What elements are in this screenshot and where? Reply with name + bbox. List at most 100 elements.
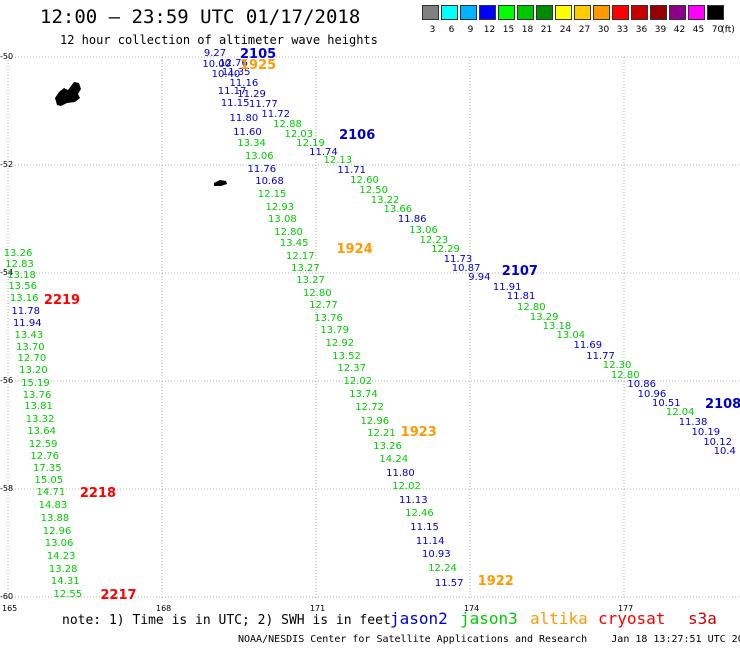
wave-height-value: 12.15 (257, 188, 287, 200)
lat-tick-label: -56 (0, 376, 14, 385)
wave-height-value: 11.38 (678, 417, 708, 429)
wave-height-value: 13.27 (296, 275, 325, 287)
credit-line: NOAA/NESDIS Center for Satellite Applica… (238, 634, 740, 645)
lat-tick-label: -54 (0, 268, 14, 277)
wave-height-value: 13.74 (349, 388, 378, 400)
wave-height-value: 10.19 (691, 426, 721, 438)
wave-height-value: 13.64 (27, 426, 56, 438)
wave-height-value: 12.93 (265, 202, 295, 214)
legend-swatch (536, 5, 553, 20)
wave-height-value: 13.06 (409, 224, 438, 236)
wave-height-value: 12.80 (274, 226, 303, 238)
wave-height-value: 17.35 (32, 463, 62, 475)
legend-value-label: 21 (540, 25, 553, 35)
wave-height-value: 12.76 (219, 58, 248, 70)
wave-height-value: 13.20 (19, 365, 48, 377)
legend-swatch (574, 5, 591, 20)
pass-time-label: 2106 (339, 128, 376, 144)
legend-swatch (688, 5, 705, 20)
satellite-name: s3a (688, 609, 717, 628)
wave-height-value: 13.08 (268, 214, 297, 226)
wave-height-value: 13.28 (48, 564, 78, 575)
wave-height-value: 13.18 (7, 269, 36, 281)
wave-height-value: 12.80 (610, 369, 640, 381)
legend-swatch (479, 5, 496, 20)
legend-unit: (ft) (721, 25, 735, 35)
legend-swatch (593, 5, 610, 20)
wave-height-value: 15.19 (21, 377, 50, 389)
wave-height-value: 11.69 (573, 339, 603, 351)
lat-tick-label: -52 (0, 160, 14, 169)
wave-height-value: 10.93 (422, 549, 451, 561)
pass-time-label: 2217 (100, 587, 137, 603)
pass-time-label: 1922 (477, 573, 514, 589)
lat-tick-label: -58 (0, 484, 14, 493)
lat-tick-label: -60 (0, 592, 14, 601)
wave-height-value: 10.87 (451, 263, 481, 275)
legend-swatch (650, 5, 667, 20)
wave-height-value: 10.51 (651, 397, 681, 409)
wave-height-value: 11.71 (337, 165, 366, 177)
wave-height-value: 12.37 (337, 363, 366, 375)
wave-height-value: 13.22 (370, 194, 400, 206)
wave-height-value: 11.76 (247, 164, 277, 176)
wave-height-value: 11.57 (434, 578, 464, 590)
wave-height-value: 11.80 (386, 467, 415, 479)
wave-height-value: 14.31 (50, 576, 80, 588)
pass-time-label: 2219 (43, 293, 81, 308)
wave-height-value: 13.88 (40, 512, 70, 524)
wave-height-value: 13.56 (8, 280, 37, 292)
wave-height-value: 13.76 (314, 312, 343, 324)
wave-height-value: 12.60 (350, 175, 379, 187)
wave-height-value: 11.17 (217, 86, 247, 98)
wave-height-value: 11.81 (506, 291, 536, 303)
wave-height-value: 11.78 (11, 305, 41, 317)
wave-height-value: 13.81 (24, 401, 53, 413)
wave-height-value: 12.24 (428, 562, 457, 574)
wave-height-value: 12.96 (42, 525, 72, 537)
wave-height-value: 13.29 (529, 311, 559, 323)
wave-height-value: 15.05 (34, 475, 64, 487)
wave-height-value: 12.02 (343, 376, 373, 388)
footnote: note: 1) Time is in UTC; 2) SWH is in fe… (62, 613, 391, 628)
wave-height-value: 12.50 (359, 184, 389, 196)
wave-height-value: 11.29 (237, 88, 266, 100)
wave-height-value: 10.96 (637, 388, 667, 400)
legend-swatch (555, 5, 572, 20)
island-shape (55, 82, 81, 106)
wave-height-value: 13.04 (556, 330, 586, 342)
satellite-name: jason2 (390, 609, 448, 628)
legend-value-label: 39 (654, 25, 667, 35)
wave-height-value: 12.80 (302, 287, 332, 299)
map-subtitle: 12 hour collection of altimeter wave hei… (60, 33, 378, 47)
wave-height-value: 12.04 (665, 407, 695, 419)
wave-height-value: 11.35 (221, 67, 251, 79)
legend-swatch (498, 5, 515, 20)
wave-height-value: 12.30 (602, 359, 632, 371)
wave-height-value: 9.27 (203, 48, 227, 60)
wave-height-value: 12.96 (360, 415, 390, 427)
wave-height-value: 13.06 (44, 538, 74, 550)
wave-height-value: 12.02 (392, 481, 421, 493)
legend-value-label: 42 (673, 25, 686, 35)
wave-height-value: 12.88 (273, 119, 302, 131)
wave-height-value: 11.91 (492, 281, 522, 293)
legend-value-label: 6 (448, 25, 455, 35)
legend-swatch (517, 5, 534, 20)
wave-height-value: 11.13 (398, 494, 428, 506)
legend-value-label: 70 (711, 25, 724, 35)
satellite-name: cryosat (598, 609, 666, 628)
map-title: 12:00 – 23:59 UTC 01/17/2018 (40, 6, 361, 28)
legend-value-label: 15 (502, 25, 515, 35)
wave-height-value: 14.23 (46, 551, 76, 563)
wave-height-value: 11.72 (261, 108, 291, 120)
legend-swatch (422, 5, 439, 20)
wave-height-value: 11.15 (220, 97, 250, 109)
wave-height-value: 12.03 (284, 129, 314, 141)
pass-time-label: 2107 (501, 264, 538, 280)
wave-height-value: 12.72 (355, 402, 384, 413)
legend-swatch (631, 5, 648, 20)
wave-height-value: 10.68 (255, 176, 284, 188)
lon-tick-label: 177 (617, 604, 634, 613)
wave-height-value: 12.17 (286, 250, 315, 262)
